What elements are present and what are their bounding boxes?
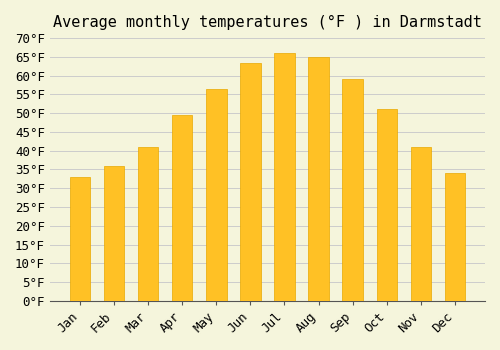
Title: Average monthly temperatures (°F ) in Darmstadt: Average monthly temperatures (°F ) in Da… xyxy=(53,15,482,30)
Bar xyxy=(104,166,124,301)
Bar xyxy=(410,147,431,301)
Bar xyxy=(206,89,227,301)
Bar xyxy=(172,115,193,301)
Bar xyxy=(342,79,363,301)
Bar xyxy=(138,147,158,301)
Bar xyxy=(274,53,294,301)
Bar xyxy=(70,177,90,301)
Bar xyxy=(240,63,260,301)
Bar xyxy=(445,173,465,301)
Bar xyxy=(308,57,329,301)
Bar xyxy=(376,110,397,301)
